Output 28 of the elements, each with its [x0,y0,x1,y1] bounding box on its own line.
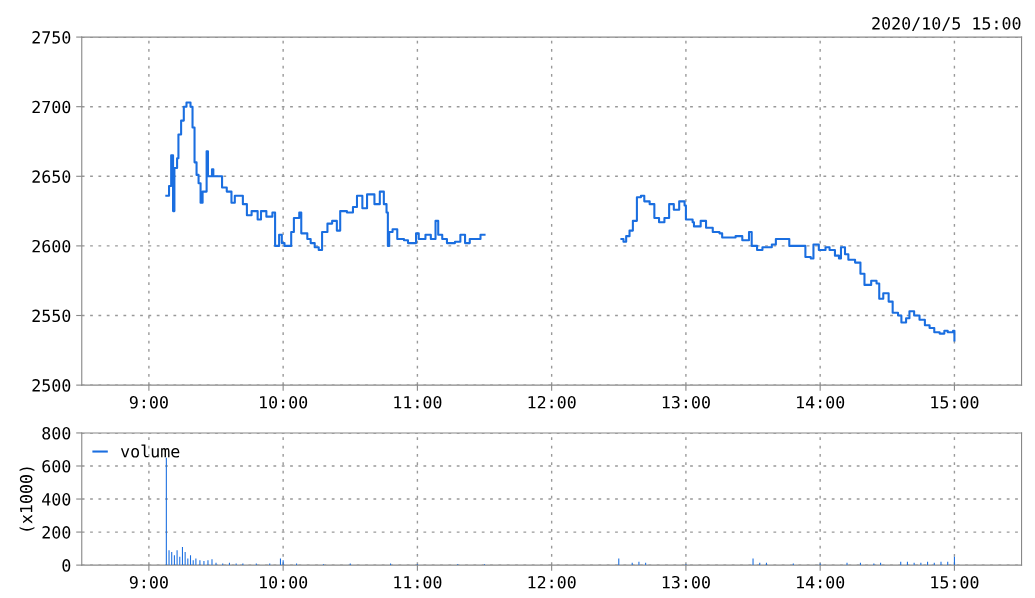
y-axis-title: (x1000) [19,467,35,531]
x-tick-label: 10:00 [260,575,308,589]
y-tick-label: 0 [62,559,71,572]
x-tick-label: 13:00 [662,575,710,589]
y-tick-label: 2600 [32,239,71,253]
legend-label: volume [120,444,180,458]
x-tick-label: 11:00 [394,395,442,409]
y-tick-label: 2550 [32,309,71,323]
y-tick-label: 200 [42,526,71,539]
x-tick-label: 14:00 [797,395,845,409]
x-tick-label: 15:00 [931,395,979,409]
y-tick-label: 400 [42,493,71,506]
x-tick-label: 13:00 [662,395,710,409]
chart-subtitle: 2020/10/5 15:00 [872,17,1021,31]
x-tick-label: 10:00 [260,395,308,409]
x-tick-label: 9:00 [129,575,168,589]
y-tick-label: 800 [42,426,71,440]
y-tick-label: 2500 [32,379,71,392]
y-tick-label: 2750 [32,31,71,44]
x-tick-label: 14:00 [797,575,845,589]
x-tick-label: 11:00 [394,575,442,589]
y-tick-label: 2700 [32,100,71,114]
y-tick-label: 600 [42,460,71,473]
x-tick-label: 9:00 [129,395,168,409]
x-tick-label: 12:00 [528,575,576,589]
y-tick-label: 2650 [32,170,71,183]
x-tick-label: 15:00 [931,575,979,589]
x-tick-label: 12:00 [528,395,576,409]
